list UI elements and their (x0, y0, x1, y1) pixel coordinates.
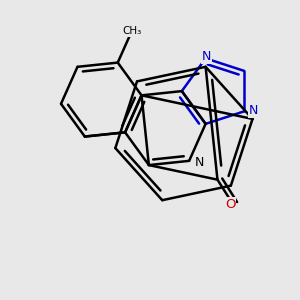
Text: O: O (225, 198, 236, 211)
Text: N: N (202, 50, 211, 63)
Text: N: N (249, 104, 258, 117)
Text: CH₃: CH₃ (122, 26, 141, 36)
Text: N: N (195, 156, 204, 169)
